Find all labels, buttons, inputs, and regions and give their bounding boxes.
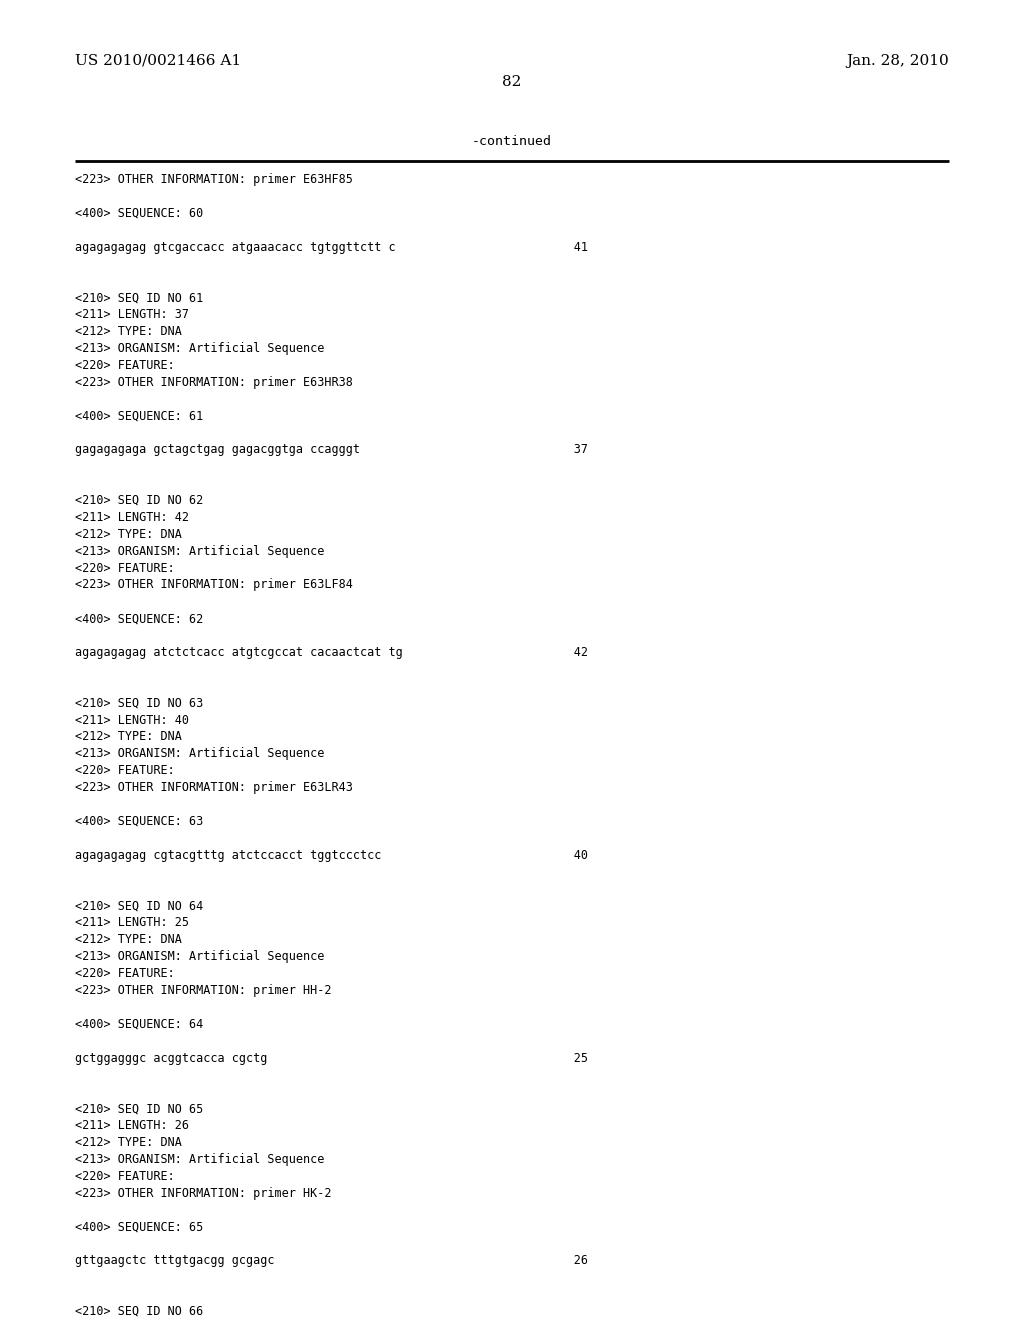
Text: <400> SEQUENCE: 65: <400> SEQUENCE: 65 <box>75 1221 203 1233</box>
Text: <223> OTHER INFORMATION: primer E63LR43: <223> OTHER INFORMATION: primer E63LR43 <box>75 781 352 795</box>
Text: <212> TYPE: DNA: <212> TYPE: DNA <box>75 528 181 541</box>
Text: <400> SEQUENCE: 61: <400> SEQUENCE: 61 <box>75 409 203 422</box>
Text: <213> ORGANISM: Artificial Sequence: <213> ORGANISM: Artificial Sequence <box>75 950 325 964</box>
Text: gagagagaga gctagctgag gagacggtga ccagggt                              37: gagagagaga gctagctgag gagacggtga ccagggt… <box>75 444 588 457</box>
Text: US 2010/0021466 A1: US 2010/0021466 A1 <box>75 54 241 67</box>
Text: <220> FEATURE:: <220> FEATURE: <box>75 764 174 777</box>
Text: <213> ORGANISM: Artificial Sequence: <213> ORGANISM: Artificial Sequence <box>75 342 325 355</box>
Text: <212> TYPE: DNA: <212> TYPE: DNA <box>75 730 181 743</box>
Text: <213> ORGANISM: Artificial Sequence: <213> ORGANISM: Artificial Sequence <box>75 1152 325 1166</box>
Text: <220> FEATURE:: <220> FEATURE: <box>75 359 174 372</box>
Text: <223> OTHER INFORMATION: primer HK-2: <223> OTHER INFORMATION: primer HK-2 <box>75 1187 331 1200</box>
Text: <210> SEQ ID NO 62: <210> SEQ ID NO 62 <box>75 494 203 507</box>
Text: <212> TYPE: DNA: <212> TYPE: DNA <box>75 933 181 946</box>
Text: agagagagag gtcgaccacc atgaaacacc tgtggttctt c                         41: agagagagag gtcgaccacc atgaaacacc tgtggtt… <box>75 240 588 253</box>
Text: agagagagag atctctcacc atgtcgccat cacaactcat tg                        42: agagagagag atctctcacc atgtcgccat cacaact… <box>75 645 588 659</box>
Text: <213> ORGANISM: Artificial Sequence: <213> ORGANISM: Artificial Sequence <box>75 545 325 557</box>
Text: <223> OTHER INFORMATION: primer E63HF85: <223> OTHER INFORMATION: primer E63HF85 <box>75 173 352 186</box>
Text: <211> LENGTH: 26: <211> LENGTH: 26 <box>75 1119 188 1133</box>
Text: <210> SEQ ID NO 66: <210> SEQ ID NO 66 <box>75 1305 203 1317</box>
Text: <400> SEQUENCE: 62: <400> SEQUENCE: 62 <box>75 612 203 626</box>
Text: <211> LENGTH: 42: <211> LENGTH: 42 <box>75 511 188 524</box>
Text: <210> SEQ ID NO 65: <210> SEQ ID NO 65 <box>75 1102 203 1115</box>
Text: <223> OTHER INFORMATION: primer E63HR38: <223> OTHER INFORMATION: primer E63HR38 <box>75 376 352 388</box>
Text: <223> OTHER INFORMATION: primer E63LF84: <223> OTHER INFORMATION: primer E63LF84 <box>75 578 352 591</box>
Text: <213> ORGANISM: Artificial Sequence: <213> ORGANISM: Artificial Sequence <box>75 747 325 760</box>
Text: 82: 82 <box>503 75 521 88</box>
Text: <220> FEATURE:: <220> FEATURE: <box>75 968 174 979</box>
Text: <212> TYPE: DNA: <212> TYPE: DNA <box>75 1137 181 1148</box>
Text: <212> TYPE: DNA: <212> TYPE: DNA <box>75 325 181 338</box>
Text: <210> SEQ ID NO 64: <210> SEQ ID NO 64 <box>75 899 203 912</box>
Text: agagagagag cgtacgtttg atctccacct tggtccctcc                           40: agagagagag cgtacgtttg atctccacct tggtccc… <box>75 849 588 862</box>
Text: <211> LENGTH: 37: <211> LENGTH: 37 <box>75 308 188 321</box>
Text: <400> SEQUENCE: 60: <400> SEQUENCE: 60 <box>75 207 203 219</box>
Text: <211> LENGTH: 25: <211> LENGTH: 25 <box>75 916 188 929</box>
Text: <220> FEATURE:: <220> FEATURE: <box>75 1170 174 1183</box>
Text: <210> SEQ ID NO 63: <210> SEQ ID NO 63 <box>75 697 203 710</box>
Text: <400> SEQUENCE: 64: <400> SEQUENCE: 64 <box>75 1018 203 1031</box>
Text: gttgaagctc tttgtgacgg gcgagc                                          26: gttgaagctc tttgtgacgg gcgagc 26 <box>75 1254 588 1267</box>
Text: Jan. 28, 2010: Jan. 28, 2010 <box>847 54 949 67</box>
Text: <210> SEQ ID NO 61: <210> SEQ ID NO 61 <box>75 292 203 304</box>
Text: <220> FEATURE:: <220> FEATURE: <box>75 561 174 574</box>
Text: <223> OTHER INFORMATION: primer HH-2: <223> OTHER INFORMATION: primer HH-2 <box>75 983 331 997</box>
Text: -continued: -continued <box>472 135 552 148</box>
Text: <400> SEQUENCE: 63: <400> SEQUENCE: 63 <box>75 814 203 828</box>
Text: <211> LENGTH: 40: <211> LENGTH: 40 <box>75 714 188 726</box>
Text: gctggagggc acggtcacca cgctg                                           25: gctggagggc acggtcacca cgctg 25 <box>75 1052 588 1064</box>
